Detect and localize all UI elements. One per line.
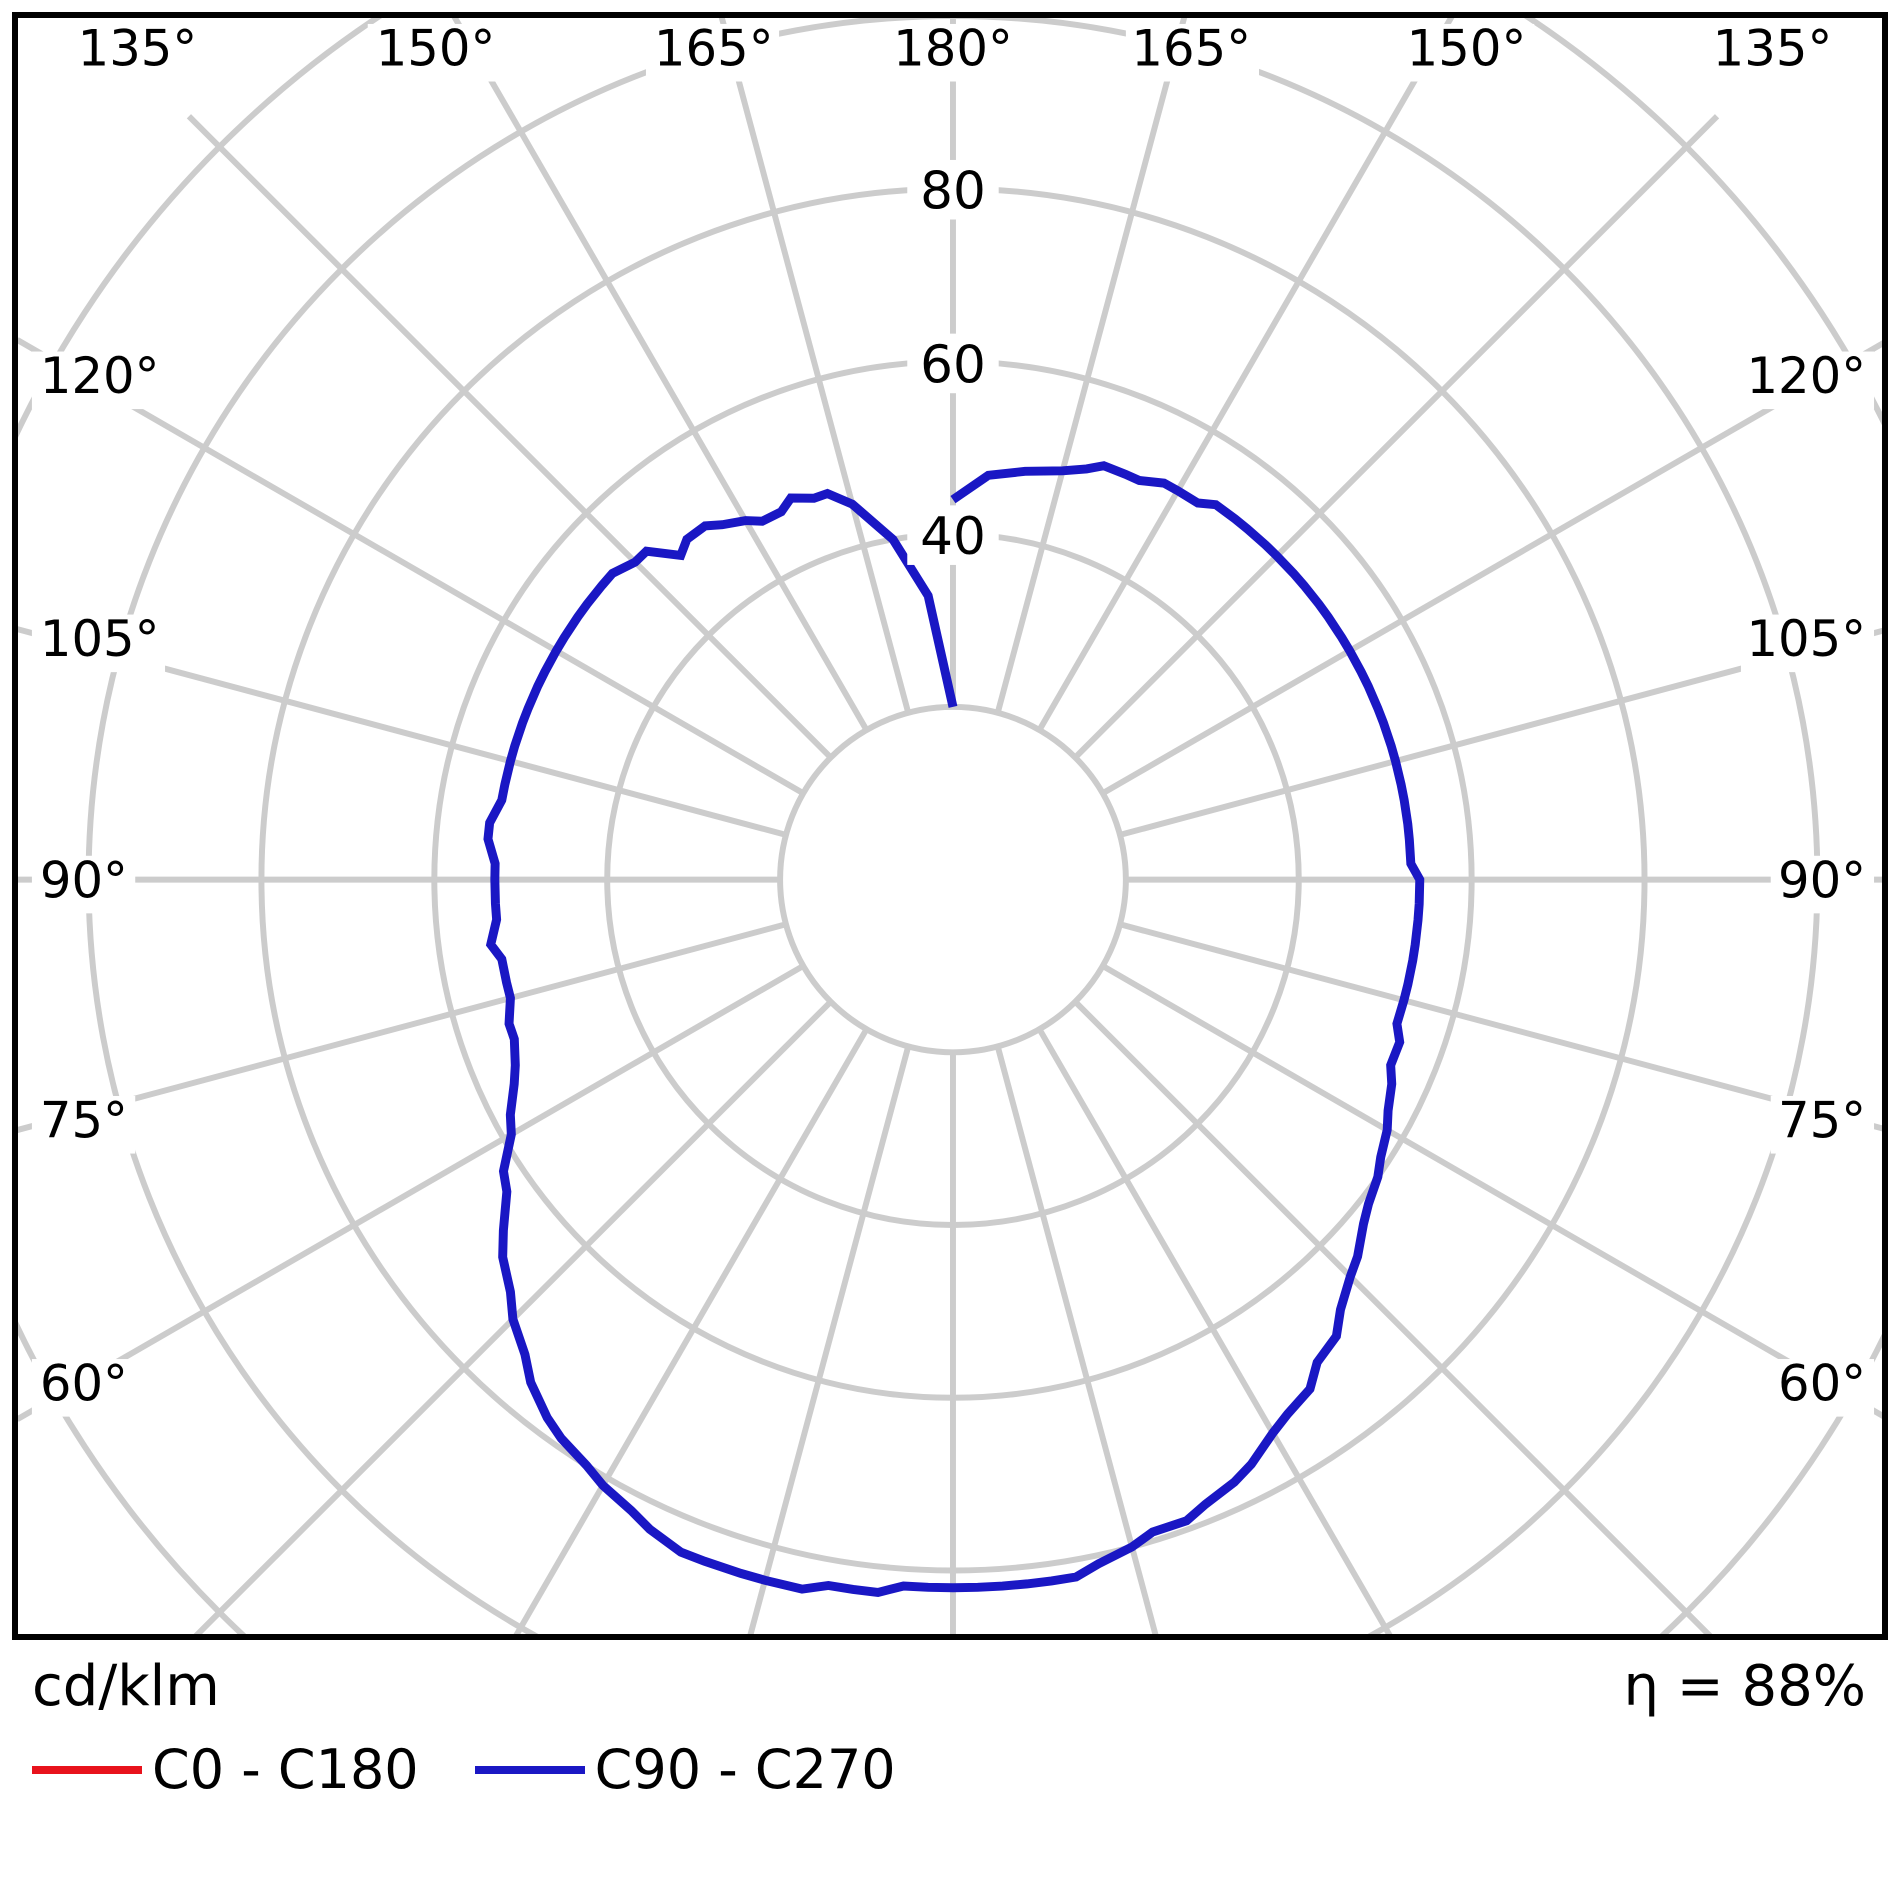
legend-item-c90-c270[interactable]: C90 - C270 xyxy=(474,1738,896,1801)
intensity-curves xyxy=(483,461,1425,1597)
radial-tick-labels: 80 60 40 xyxy=(907,159,999,567)
svg-text:120°: 120° xyxy=(1746,347,1866,405)
legend-item-c0-c180[interactable]: C0 - C180 xyxy=(32,1738,419,1801)
svg-text:60°: 60° xyxy=(1778,1355,1866,1413)
unit-label: cd/klm xyxy=(32,1654,220,1719)
svg-text:135°: 135° xyxy=(78,20,198,78)
svg-text:165°: 165° xyxy=(1131,20,1251,78)
svg-text:150°: 150° xyxy=(376,20,496,78)
svg-text:75°: 75° xyxy=(1778,1092,1866,1150)
svg-text:120°: 120° xyxy=(40,347,160,405)
legend-label-c0-c180: C0 - C180 xyxy=(152,1738,419,1801)
efficiency-label: η = 88% xyxy=(1623,1654,1866,1719)
svg-text:75°: 75° xyxy=(40,1092,128,1150)
svg-text:135°: 135° xyxy=(1713,20,1833,78)
svg-text:80: 80 xyxy=(920,162,986,222)
svg-text:105°: 105° xyxy=(40,610,160,668)
angular-tick-labels: 135° 150° 165° 180° 165° 150° 135° 120° 105° 90° 7… xyxy=(31,20,1875,1417)
legend: C0 - C180 C90 - C270 xyxy=(32,1738,896,1801)
svg-text:180°: 180° xyxy=(893,20,1013,78)
legend-swatch-c0-c180 xyxy=(32,1765,142,1774)
svg-text:150°: 150° xyxy=(1407,20,1527,78)
plot-frame: 80 60 40 135° 150° 165° 180° 165° 150° 135° 120° 1… xyxy=(12,12,1888,1640)
legend-label-c90-c270: C90 - C270 xyxy=(594,1738,896,1801)
svg-text:90°: 90° xyxy=(1778,851,1866,909)
chart-footer: cd/klm η = 88% C0 - C180 C90 - C270 xyxy=(0,1646,1900,1900)
svg-text:90°: 90° xyxy=(40,851,128,909)
svg-text:60: 60 xyxy=(920,335,986,395)
svg-text:105°: 105° xyxy=(1746,610,1866,668)
svg-text:40: 40 xyxy=(920,507,986,567)
svg-text:60°: 60° xyxy=(40,1355,128,1413)
svg-text:165°: 165° xyxy=(654,20,774,78)
legend-swatch-c90-c270 xyxy=(474,1765,585,1774)
